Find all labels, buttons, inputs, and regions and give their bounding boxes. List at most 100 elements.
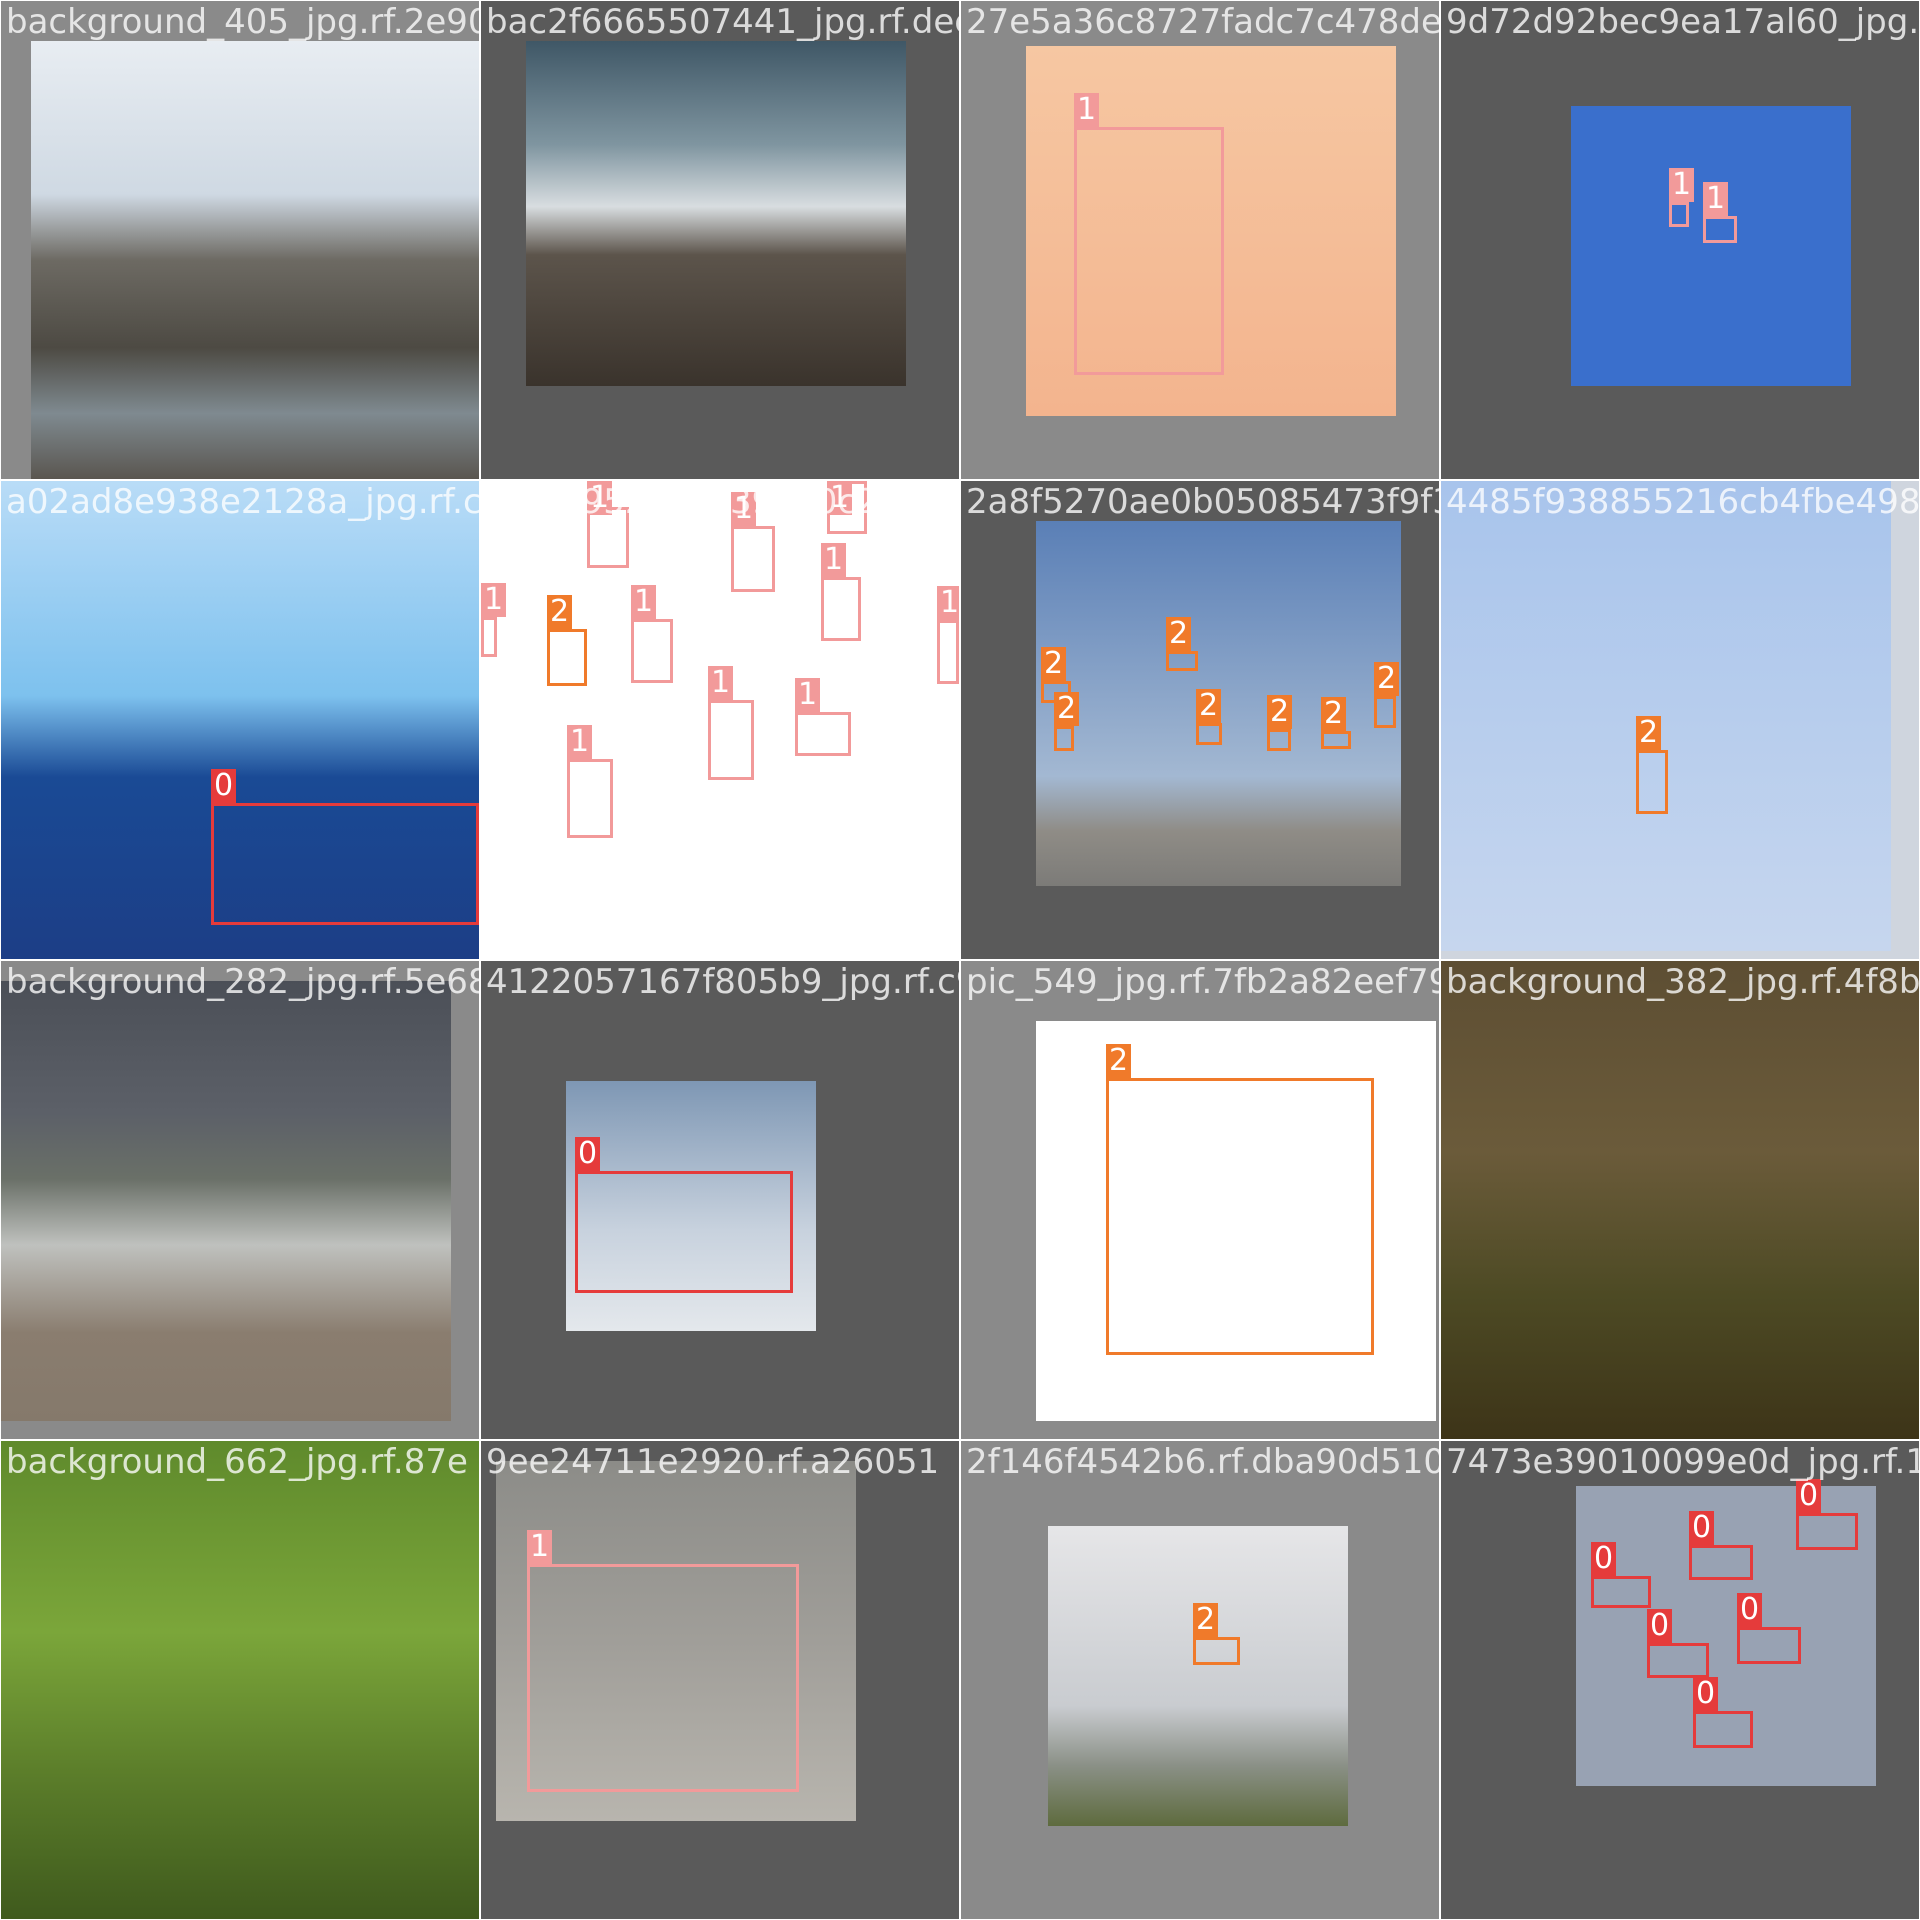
class-label: 0	[575, 1137, 601, 1171]
mosaic-tile: background_282_jpg.rf.5e68	[1, 961, 479, 1439]
class-label: 0	[1693, 1677, 1719, 1711]
tile-image	[566, 1081, 816, 1331]
class-label: 0	[1689, 1511, 1715, 1545]
detection-box	[1196, 723, 1222, 745]
tile-image	[1, 1441, 479, 1919]
tile-image	[1441, 481, 1891, 951]
tile-filename: 4122057167f805b9_jpg.rf.c9	[486, 962, 959, 1002]
class-label: 1	[1074, 93, 1100, 127]
tile-filename: background_405_jpg.rf.2e90	[6, 2, 479, 42]
detection-box	[708, 700, 754, 780]
class-label: 1	[731, 492, 757, 526]
detection-box	[1074, 127, 1224, 375]
class-label: 0	[211, 769, 237, 803]
tile-filename: 2f146f4542b6.rf.dba90d510	[966, 1442, 1439, 1482]
tile-filename: 2a8f5270ae0b05085473f9f3	[966, 482, 1439, 522]
detection-box	[1737, 1627, 1801, 1664]
tile-filename: pic_549_jpg.rf.7fb2a82eef79	[966, 962, 1439, 1002]
mosaic-tile: background_662_jpg.rf.87e	[1, 1441, 479, 1919]
mosaic-tile: 2 4485f938855216cb4fbe498	[1441, 481, 1919, 959]
class-label: 2	[1106, 1044, 1132, 1078]
class-label: 0	[1796, 1479, 1822, 1513]
detection-box	[1669, 202, 1689, 227]
mosaic-tile: 2 2 2 2 2 2 2 2a8f5270ae0b05085473f9f3	[961, 481, 1439, 959]
class-label: 1	[795, 678, 821, 712]
detection-box	[587, 507, 629, 568]
mosaic-tile: 2 2f146f4542b6.rf.dba90d510	[961, 1441, 1439, 1919]
detection-box	[1796, 1513, 1858, 1550]
tile-image	[1441, 961, 1919, 1439]
mosaic-tile: background_405_jpg.rf.2e90	[1, 1, 479, 479]
tile-image	[1571, 106, 1851, 386]
detection-box	[731, 526, 775, 592]
class-label: 2	[1196, 689, 1222, 723]
mosaic-tile: 1 1 1 2 1 1 1 1 1 1 1 f288c9524cd6393e0c2a9f	[481, 481, 959, 959]
tile-filename: 9d72d92bec9ea17al60_jpg.rf.	[1446, 2, 1919, 42]
class-label: 2	[1374, 662, 1400, 696]
class-label: 1	[481, 583, 507, 617]
class-label: 1	[567, 725, 593, 759]
class-label: 1	[1669, 168, 1695, 202]
class-label: 0	[1647, 1609, 1673, 1643]
mosaic-tile: bac2f6665507441_jpg.rf.dee2fc	[481, 1, 959, 479]
detection-box	[1591, 1576, 1651, 1608]
detection-box	[1647, 1643, 1709, 1678]
class-label: 0	[1591, 1542, 1617, 1576]
detection-box	[481, 617, 497, 657]
tile-filename: 27e5a36c8727fadc7c478de29	[966, 2, 1439, 42]
tile-image	[481, 481, 959, 959]
class-label: 2	[1193, 1603, 1219, 1637]
mosaic-tile: 1 27e5a36c8727fadc7c478de29	[961, 1, 1439, 479]
class-label: 2	[547, 595, 573, 629]
class-label: 1	[527, 1530, 553, 1564]
mosaic-tile: 1 9ee24711e2920.rf.a26051	[481, 1441, 959, 1919]
detection-box	[1703, 216, 1737, 243]
class-label: 1	[587, 481, 613, 515]
detection-box	[631, 619, 673, 683]
class-label: 2	[1267, 695, 1293, 729]
class-label: 2	[1166, 617, 1192, 651]
detection-box	[1106, 1078, 1374, 1355]
mosaic-tile: 1 1 9d72d92bec9ea17al60_jpg.rf.	[1441, 1, 1919, 479]
detection-box	[575, 1171, 793, 1293]
detection-box	[211, 803, 479, 925]
detection-box	[1267, 729, 1291, 751]
class-label: 1	[1703, 182, 1729, 216]
detection-box	[1689, 1545, 1753, 1580]
mosaic-tile: background_382_jpg.rf.4f8b	[1441, 961, 1919, 1439]
class-label: 1	[631, 585, 657, 619]
detection-box	[1166, 651, 1198, 671]
detection-box	[1054, 726, 1074, 751]
mosaic-tile: 0 0 0 0 0 0 7473e39010099e0d_jpg.rf.1	[1441, 1441, 1919, 1919]
detection-box	[937, 620, 959, 684]
tile-image	[1, 981, 451, 1421]
mosaic-tile: 0 4122057167f805b9_jpg.rf.c9	[481, 961, 959, 1439]
class-label: 1	[937, 586, 959, 620]
tile-filename: bac2f6665507441_jpg.rf.dee2fc	[486, 2, 959, 42]
class-label: 2	[1321, 697, 1347, 731]
detection-box	[1321, 731, 1351, 749]
tile-image	[1048, 1526, 1348, 1826]
class-label: 1	[827, 481, 853, 515]
tile-image	[31, 41, 479, 479]
class-label: 2	[1054, 692, 1080, 726]
detection-box	[1636, 750, 1668, 814]
detection-box	[1374, 696, 1396, 728]
detection-box	[821, 577, 861, 641]
mosaic-tile: 2 pic_549_jpg.rf.7fb2a82eef79	[961, 961, 1439, 1439]
class-label: 0	[1737, 1593, 1763, 1627]
detection-box	[567, 759, 613, 838]
class-label: 1	[821, 543, 847, 577]
class-label: 2	[1041, 647, 1067, 681]
detection-box	[795, 712, 851, 756]
detection-box	[547, 629, 587, 686]
tile-image	[1576, 1486, 1876, 1786]
detection-box	[1193, 1637, 1240, 1665]
mosaic-tile: 0 a02ad8e938e2128a_jpg.rf.c	[1, 481, 479, 959]
tile-image	[526, 41, 906, 386]
tile-image	[1, 481, 479, 959]
tile-filename: 7473e39010099e0d_jpg.rf.1	[1446, 1442, 1919, 1482]
detection-box	[1693, 1711, 1753, 1748]
class-label: 1	[708, 666, 734, 700]
